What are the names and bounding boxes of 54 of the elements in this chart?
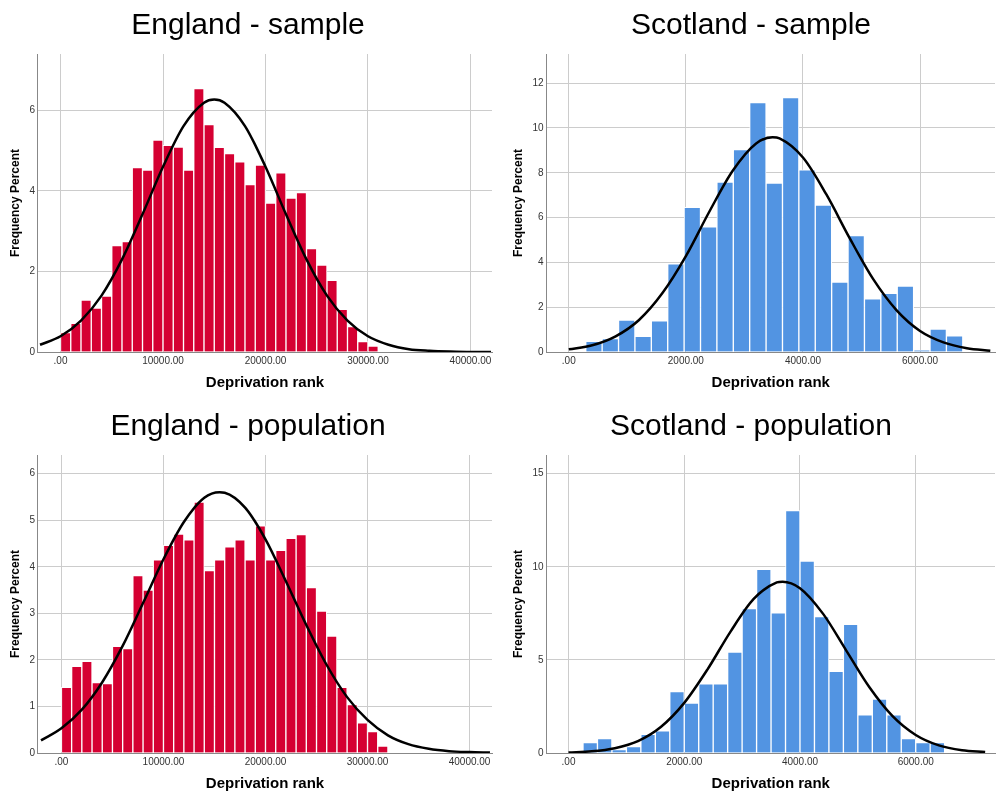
y-tick-label: 2 [29, 653, 36, 665]
y-tick-label: 2 [537, 300, 544, 312]
x-tick-label: 30000.00 [346, 755, 389, 767]
y-tick-label: 5 [537, 653, 544, 665]
x-tick-label: 20000.00 [244, 354, 287, 366]
x-tick-label: 2000.00 [666, 755, 703, 767]
y-axis-title: Frequency Percent [510, 549, 525, 659]
chart-title: Scotland - population [610, 408, 892, 442]
y-tick-label: 1 [29, 700, 36, 712]
y-tick-label: 3 [29, 607, 36, 619]
y-tick-label: 4 [29, 560, 36, 572]
y-tick-label: 0 [537, 345, 544, 357]
y-tick-label: 6 [29, 467, 36, 479]
y-tick-label: 6 [537, 211, 544, 223]
x-tick-label: 6000.00 [901, 354, 939, 366]
y-tick-label: 4 [29, 184, 36, 196]
y-tick-label: 4 [537, 256, 544, 268]
y-tick-label: 6 [29, 104, 36, 116]
x-tick-label: 10000.00 [142, 354, 185, 366]
y-axis-title: Frequency Percent [7, 549, 22, 659]
chart-title: Scotland - sample [630, 7, 872, 41]
x-tick-label: .00 [561, 755, 576, 767]
x-axis-title: Deprivation rank [205, 373, 325, 391]
x-axis-title: Deprivation rank [711, 373, 831, 391]
chart-title: England - sample [131, 7, 365, 41]
x-tick-label: .00 [54, 755, 69, 767]
y-tick-label: 0 [29, 345, 36, 357]
y-tick-label: 8 [537, 166, 544, 178]
x-tick-label: 6000.00 [897, 755, 935, 767]
line-series [567, 580, 987, 753]
x-axis-title: Deprivation rank [205, 774, 325, 792]
y-tick-label: 0 [537, 746, 544, 758]
x-tick-label: .00 [561, 354, 577, 366]
y-tick-label: 0 [29, 746, 36, 758]
x-tick-label: .00 [53, 354, 68, 366]
y-tick-label: 2 [29, 265, 36, 277]
x-tick-label: 30000.00 [347, 354, 390, 366]
y-tick-label: 5 [29, 513, 36, 525]
x-axis-title: Deprivation rank [711, 774, 831, 792]
y-axis-title: Frequency Percent [7, 148, 22, 258]
x-tick-label: 10000.00 [142, 755, 185, 767]
y-tick-label: 10 [532, 560, 544, 572]
x-tick-label: 40000.00 [449, 354, 492, 366]
y-tick-label: 10 [532, 121, 544, 133]
x-tick-label: 4000.00 [781, 755, 819, 767]
chart-title: England - population [110, 408, 386, 442]
y-axis-title: Frequency Percent [510, 148, 525, 258]
x-tick-label: 20000.00 [244, 755, 287, 767]
y-tick-label: 12 [532, 76, 544, 88]
x-tick-label: 4000.00 [784, 354, 822, 366]
line-series [567, 136, 992, 352]
y-tick-label: 15 [532, 467, 544, 479]
x-tick-label: 2000.00 [667, 354, 705, 366]
x-tick-label: 40000.00 [448, 755, 491, 767]
